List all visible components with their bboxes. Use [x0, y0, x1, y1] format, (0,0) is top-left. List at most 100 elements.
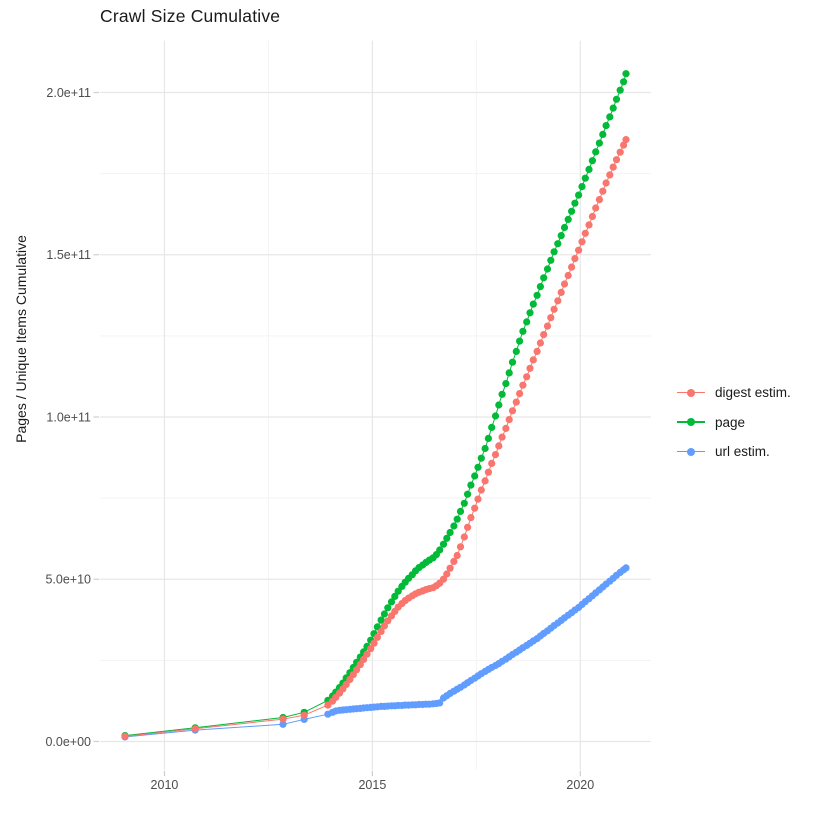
data-point-digest-estim- — [121, 732, 129, 740]
data-point-page — [536, 283, 545, 291]
data-point-page — [491, 412, 500, 420]
data-point-digest-estim- — [560, 280, 569, 288]
data-point-digest-estim- — [495, 442, 503, 450]
data-point-digest-estim- — [488, 459, 496, 467]
legend-label-url: url estim. — [715, 444, 770, 460]
data-point-page — [488, 423, 496, 431]
data-point-digest-estim- — [367, 645, 375, 653]
data-point-page — [547, 256, 555, 264]
data-point-page — [560, 223, 569, 232]
data-point-digest-estim- — [456, 543, 465, 551]
legend: digest estim. page url estim. — [676, 378, 791, 467]
data-point-digest-estim- — [471, 504, 479, 512]
data-point-digest-estim- — [373, 633, 381, 641]
data-point-page — [612, 95, 621, 103]
data-point-page — [516, 337, 524, 345]
data-point-page — [512, 347, 520, 355]
data-point-page — [540, 274, 548, 282]
data-point-page — [526, 309, 534, 317]
data-point-digest-estim- — [568, 263, 576, 271]
data-point-page — [533, 291, 541, 299]
data-point-page — [568, 207, 576, 215]
y-tick-label: 1.5e+11 — [46, 248, 91, 262]
data-point-digest-estim- — [529, 356, 537, 364]
data-point-digest-estim- — [564, 271, 572, 280]
data-point-page — [502, 380, 510, 388]
data-point-digest-estim- — [575, 246, 583, 254]
data-point-page — [606, 113, 614, 121]
data-point-digest-estim- — [477, 486, 485, 494]
data-point-digest-estim- — [602, 179, 610, 187]
data-point-digest-estim- — [377, 627, 385, 636]
data-point-page — [550, 248, 558, 256]
data-point-page — [622, 70, 630, 78]
data-point-digest-estim- — [384, 617, 392, 625]
data-point-page — [464, 490, 472, 498]
data-point-page — [599, 130, 607, 138]
data-point-page — [523, 318, 531, 326]
data-point-digest-estim- — [588, 212, 597, 221]
data-point-page — [620, 78, 628, 86]
data-point-digest-estim- — [533, 347, 541, 355]
data-point-digest-estim- — [502, 424, 510, 432]
y-tick-label: 0.0e+00 — [45, 735, 91, 749]
data-point-digest-estim- — [550, 305, 558, 313]
data-point-page — [543, 265, 552, 273]
x-tick-label: 2020 — [566, 778, 594, 792]
data-point-digest-estim- — [581, 229, 589, 237]
data-point-digest-estim- — [360, 655, 368, 664]
data-point-page — [585, 165, 593, 173]
data-point-digest-estim- — [595, 196, 604, 204]
data-point-digest-estim- — [363, 650, 371, 658]
data-point-page — [554, 240, 562, 248]
data-point-page — [609, 104, 617, 112]
data-point-digest-estim- — [353, 666, 361, 674]
x-tick-label: 2010 — [151, 778, 179, 792]
data-point-page — [467, 481, 475, 489]
data-point-page — [505, 369, 513, 377]
data-point-digest-estim- — [439, 575, 448, 583]
data-point-page — [456, 507, 465, 515]
data-point-digest-estim- — [491, 451, 500, 459]
data-point-digest-estim- — [484, 468, 492, 476]
data-point-url-estim- — [436, 699, 444, 707]
legend-key-page-point-line-icon — [676, 415, 706, 429]
data-point-digest-estim- — [599, 187, 607, 195]
data-point-digest-estim- — [279, 715, 287, 723]
data-point-page — [495, 401, 503, 409]
data-point-page — [564, 215, 572, 223]
data-point-digest-estim- — [616, 148, 624, 156]
data-point-digest-estim- — [474, 495, 482, 503]
data-point-digest-estim- — [505, 416, 513, 424]
data-point-digest-estim- — [540, 331, 548, 339]
data-point-digest-estim- — [609, 163, 617, 171]
data-point-digest-estim- — [571, 255, 579, 263]
data-point-url-estim- — [622, 564, 630, 572]
y-tick-label: 5.0e+10 — [45, 573, 91, 587]
data-point-page — [391, 592, 399, 601]
data-point-digest-estim- — [370, 639, 378, 647]
data-point-digest-estim- — [578, 238, 586, 246]
data-point-page — [384, 604, 392, 612]
data-point-digest-estim- — [300, 711, 308, 719]
legend-label-page: page — [715, 414, 746, 430]
data-point-page — [460, 499, 468, 507]
data-point-digest-estim- — [620, 141, 628, 149]
legend-label-digest: digest estim. — [715, 385, 791, 401]
data-point-url-estim- — [279, 720, 287, 728]
data-point-digest-estim- — [481, 477, 489, 485]
data-point-digest-estim- — [612, 156, 621, 164]
data-point-digest-estim- — [512, 398, 520, 406]
data-point-digest-estim- — [446, 564, 454, 572]
data-point-page — [380, 610, 388, 618]
data-point-digest-estim- — [516, 390, 524, 398]
data-point-digest-estim- — [554, 297, 562, 305]
data-point-page — [575, 191, 583, 199]
data-point-page — [439, 540, 448, 548]
data-point-page — [602, 122, 610, 130]
data-point-page — [446, 528, 454, 537]
data-point-digest-estim- — [467, 514, 475, 522]
data-point-digest-estim- — [557, 288, 565, 296]
data-point-digest-estim- — [526, 364, 534, 372]
data-point-page — [436, 546, 444, 554]
